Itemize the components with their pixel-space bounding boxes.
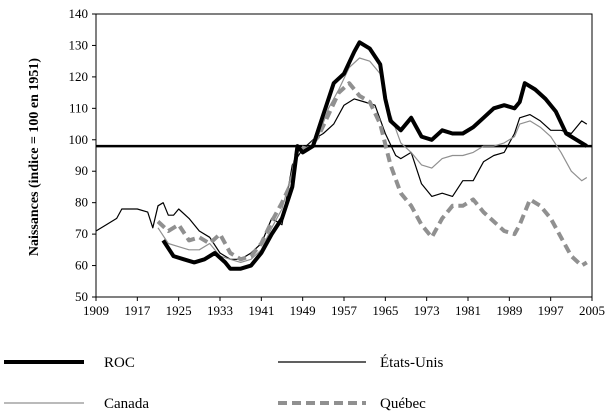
y-tick-label: 60: [75, 258, 88, 273]
y-tick-label: 120: [69, 69, 89, 84]
x-tick-label: 1997: [538, 303, 565, 318]
y-tick-label: 80: [75, 195, 88, 210]
legend: ROC États-Unis Canada Québec: [4, 354, 443, 412]
x-tick-label: 1941: [248, 303, 274, 318]
x-tick-label: 1981: [455, 303, 481, 318]
x-tick-label: 1933: [207, 303, 233, 318]
axis-ticks: [92, 13, 593, 301]
series-line-canada: [157, 57, 588, 263]
x-tick-label: 1957: [331, 303, 358, 318]
x-tick-labels: 1909 1917 1925 1933 1941 1949 1957 1965 1973 1981…: [83, 303, 605, 318]
y-tick-label: 110: [69, 100, 88, 115]
y-tick-label: 140: [69, 6, 89, 21]
y-tick-label: 50: [75, 289, 88, 304]
x-tick-label: 1949: [290, 303, 316, 318]
legend-label-canada: Canada: [104, 396, 149, 412]
series-line-etats-unis: [95, 98, 588, 260]
legend-label-roc: ROC: [104, 355, 135, 371]
series-lines: [95, 40, 588, 271]
legend-label-quebec: Québec: [380, 396, 426, 412]
y-tick-labels: 50 60 70 80 90 100 110 120 130 140: [69, 6, 89, 304]
y-axis-title: Naissances (indice = 100 en 1951): [27, 58, 42, 256]
y-tick-label: 70: [75, 226, 88, 241]
y-tick-label: 100: [69, 132, 89, 147]
x-tick-label: 2005: [579, 303, 605, 318]
x-tick-label: 1973: [414, 303, 440, 318]
x-tick-label: 1989: [496, 303, 522, 318]
x-tick-label: 1917: [124, 303, 151, 318]
x-tick-label: 1965: [372, 303, 398, 318]
x-tick-label: 1909: [83, 303, 109, 318]
legend-label-etats-unis: États-Unis: [380, 354, 443, 371]
y-tick-label: 90: [75, 163, 88, 178]
x-tick-label: 1925: [166, 303, 192, 318]
series-line-roc: [161, 40, 588, 271]
series-line-quebec: [156, 81, 588, 268]
y-tick-label: 130: [69, 37, 89, 52]
